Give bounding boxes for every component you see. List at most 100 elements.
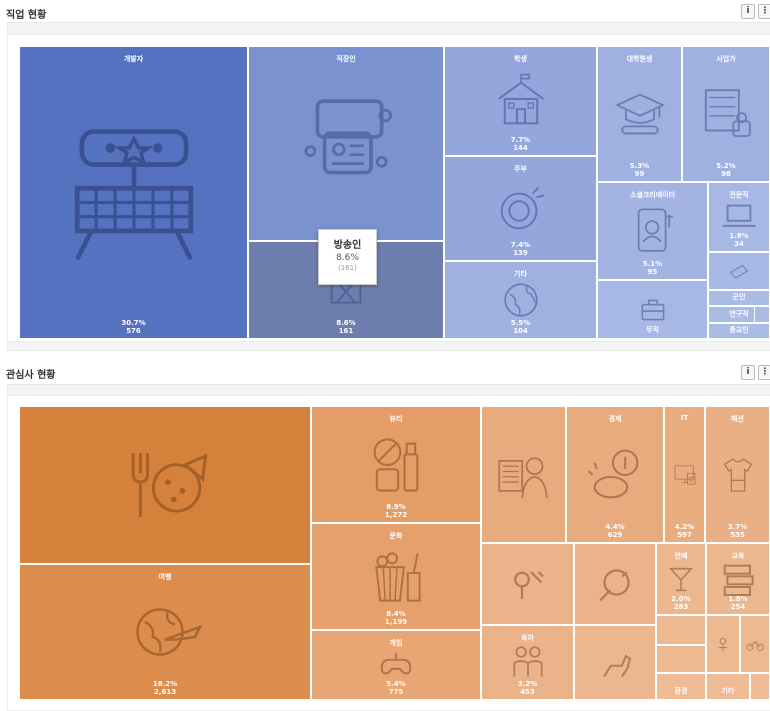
tile-percent: 8.4% [386, 610, 406, 618]
id-card-icon [293, 90, 400, 197]
job-unemployed[interactable]: 무직 [597, 280, 708, 339]
cleaning-icon [492, 180, 550, 238]
job-business[interactable]: 사업가 5.2% 98 [682, 46, 770, 182]
tile-count: 95 [647, 268, 658, 276]
job-office-worker[interactable]: 직장인17.7% [248, 46, 444, 241]
interest-tiny[interactable] [750, 673, 770, 700]
tile-label: 군인 [732, 293, 746, 301]
interest-travel[interactable]: 여행 18.2% 2,613 [19, 564, 311, 700]
tile-label: 학생 [514, 55, 527, 63]
tile-label: 무직 [646, 326, 659, 334]
interest-environment[interactable]: 환경 [656, 673, 706, 700]
interest-education[interactable]: 교육 1.8% 254 [706, 543, 770, 615]
tile-percent: 4.2% [674, 523, 695, 531]
interest-news[interactable] [481, 406, 566, 543]
interest-game[interactable]: 게임 5.4% 775 [311, 630, 481, 700]
interest-bike[interactable] [740, 615, 770, 673]
job-etc[interactable]: 기타 5.5% 104 [444, 261, 597, 339]
food-icon [122, 442, 209, 529]
interest-beauty[interactable]: 뷰티 8.9% 1,272 [311, 406, 481, 523]
tile-value: 3.2% 453 [482, 680, 573, 696]
interest-section-title: 관심사 현황 [6, 370, 56, 381]
tile-value: 8.4% 1,199 [312, 610, 480, 626]
tile-count: 104 [513, 327, 528, 335]
tile-label: 주부 [514, 165, 527, 173]
tile-value: 18.2% 2,613 [20, 680, 310, 696]
creator-icon [626, 204, 680, 258]
job-section-title: 직업 현황 [6, 10, 47, 21]
tile-label: 종교인 [729, 326, 749, 334]
tile-label: 패션 [731, 415, 744, 423]
job-student[interactable]: 학생 7.7% 144 [444, 46, 597, 156]
job-developer[interactable]: 개발자 30.7% 576 [19, 46, 248, 339]
tile-percent: 5.3% [629, 162, 650, 170]
tile-label: 직장인 [336, 55, 356, 63]
tile-value: 7.7% 144 [445, 136, 596, 152]
tile-value: 3.7% 535 [706, 523, 769, 539]
job-small-1[interactable] [708, 252, 770, 290]
interest-entertainment[interactable]: 연예 2.0% 283 [656, 543, 706, 615]
fashion-icon [718, 455, 758, 495]
monitor-icon [672, 462, 697, 487]
book-icon [718, 559, 758, 599]
interest-it[interactable]: IT 4.2% 597 [664, 406, 705, 543]
tile-label: 교육 [731, 552, 745, 560]
interest-fashion[interactable]: 패션 3.7% 535 [705, 406, 770, 543]
job-grad-student[interactable]: 대학원생 5.3% 99 [597, 46, 682, 182]
interest-culture[interactable]: 문화 8.4% 1,199 [311, 523, 481, 630]
tile-value: 8.9% 1,272 [312, 503, 480, 519]
tile-label: 육아 [521, 634, 534, 642]
interest-info-button[interactable]: i [741, 365, 755, 380]
tile-value: 30.7% 576 [20, 319, 247, 335]
keyboard-icon [63, 122, 205, 264]
tile-value: 5.3% 99 [598, 162, 681, 178]
tile-value: 5.2% 98 [683, 162, 769, 178]
tooltip-title: 방송인 [333, 240, 362, 251]
interest-parenting[interactable]: 육아 3.2% 453 [481, 625, 574, 700]
travel-icon [128, 595, 203, 670]
tile-count: 139 [513, 249, 528, 257]
tile-label: 경제 [608, 415, 622, 423]
tile-count: 161 [338, 327, 354, 335]
job-tiny[interactable] [754, 306, 770, 323]
interest-small-2[interactable] [656, 645, 706, 673]
tile-label: IT [680, 414, 689, 422]
tile-count: 1,199 [384, 618, 408, 626]
bike-icon [746, 635, 765, 654]
tile-label: 연예 [674, 552, 688, 560]
briefcase-icon [637, 294, 669, 326]
globe-icon [499, 279, 542, 322]
job-religious[interactable]: 종교인 [708, 323, 770, 339]
tile-percent: 8.9% [386, 503, 406, 511]
cosmetics-icon [364, 433, 428, 497]
interest-pet[interactable] [574, 625, 656, 700]
tile-label: 개발자 [123, 55, 144, 63]
ticket-icon [729, 261, 750, 282]
job-housewife[interactable]: 주부 7.4% 139 [444, 156, 597, 261]
tile-percent: 3.2% [517, 680, 538, 688]
tile-label: 환경 [674, 687, 688, 695]
tile-count: 629 [607, 531, 623, 539]
tile-percent: 30.7% [121, 319, 146, 327]
interest-more-button[interactable]: ⋮ [758, 365, 770, 380]
tile-count: 576 [126, 327, 141, 335]
job-more-button[interactable]: ⋮ [758, 4, 770, 19]
job-creator[interactable]: 소셜크리에이터 5.1% 95 [597, 182, 708, 280]
tile-count: 453 [520, 688, 535, 696]
job-military[interactable]: 군인 [708, 290, 770, 306]
interest-sports[interactable] [706, 615, 740, 673]
tile-count: 2,613 [153, 688, 177, 696]
job-info-button[interactable]: i [741, 4, 755, 19]
interest-small-1[interactable] [656, 615, 706, 645]
interest-other[interactable]: 기타 [706, 673, 750, 700]
tile-value: 1.8% 34 [709, 232, 769, 248]
tile-percent: 5.2% [716, 162, 736, 170]
job-professional[interactable]: 전문직 1.8% 34 [708, 182, 770, 252]
interest-economy[interactable]: 경제 4.4% 629 [566, 406, 664, 543]
interest-hobby-b[interactable] [574, 543, 656, 625]
tile-percent: 18.2% [152, 680, 178, 688]
money-icon [585, 444, 646, 505]
interest-food[interactable] [19, 406, 311, 564]
interest-hobby-a[interactable] [481, 543, 574, 625]
tile-count: 144 [513, 144, 528, 152]
